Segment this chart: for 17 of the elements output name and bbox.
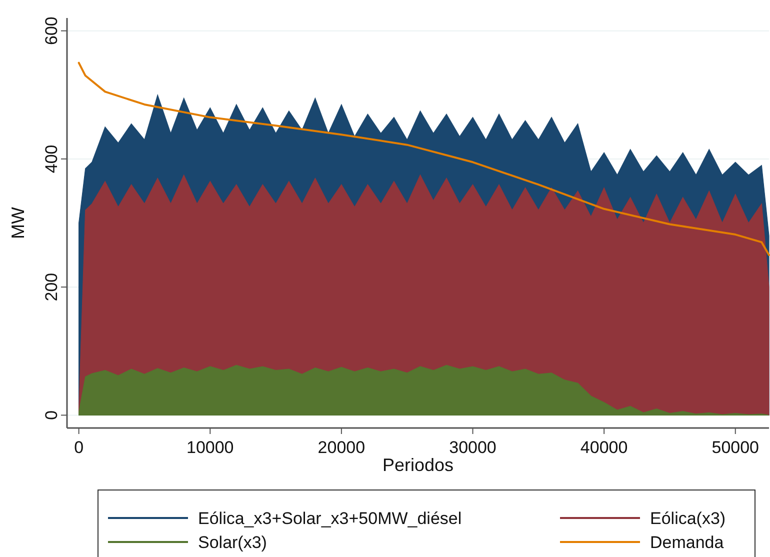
x-tick-label: 30000 [449, 438, 496, 457]
y-tick-label: 0 [42, 410, 61, 420]
x-axis-title: Periodos [382, 455, 454, 475]
x-tick-label: 20000 [318, 438, 366, 457]
y-tick-label: 400 [42, 144, 61, 174]
y-axis-title: MW [8, 207, 28, 239]
y-tick-label: 200 [42, 272, 61, 302]
line-series [78, 62, 770, 256]
legend-label: Solar(x3) [198, 533, 267, 552]
x-tick-label: 10000 [186, 438, 234, 457]
legend-label: Eólica(x3) [650, 509, 726, 528]
x-tick-label: 40000 [580, 438, 628, 457]
legend-label: Eólica_x3+Solar_x3+50MW_diésel [198, 509, 462, 528]
y-tick-label: 600 [42, 16, 61, 45]
x-tick-label: 50000 [712, 438, 760, 457]
x-tick-label: 0 [74, 438, 84, 457]
legend-label: Demanda [650, 533, 724, 552]
